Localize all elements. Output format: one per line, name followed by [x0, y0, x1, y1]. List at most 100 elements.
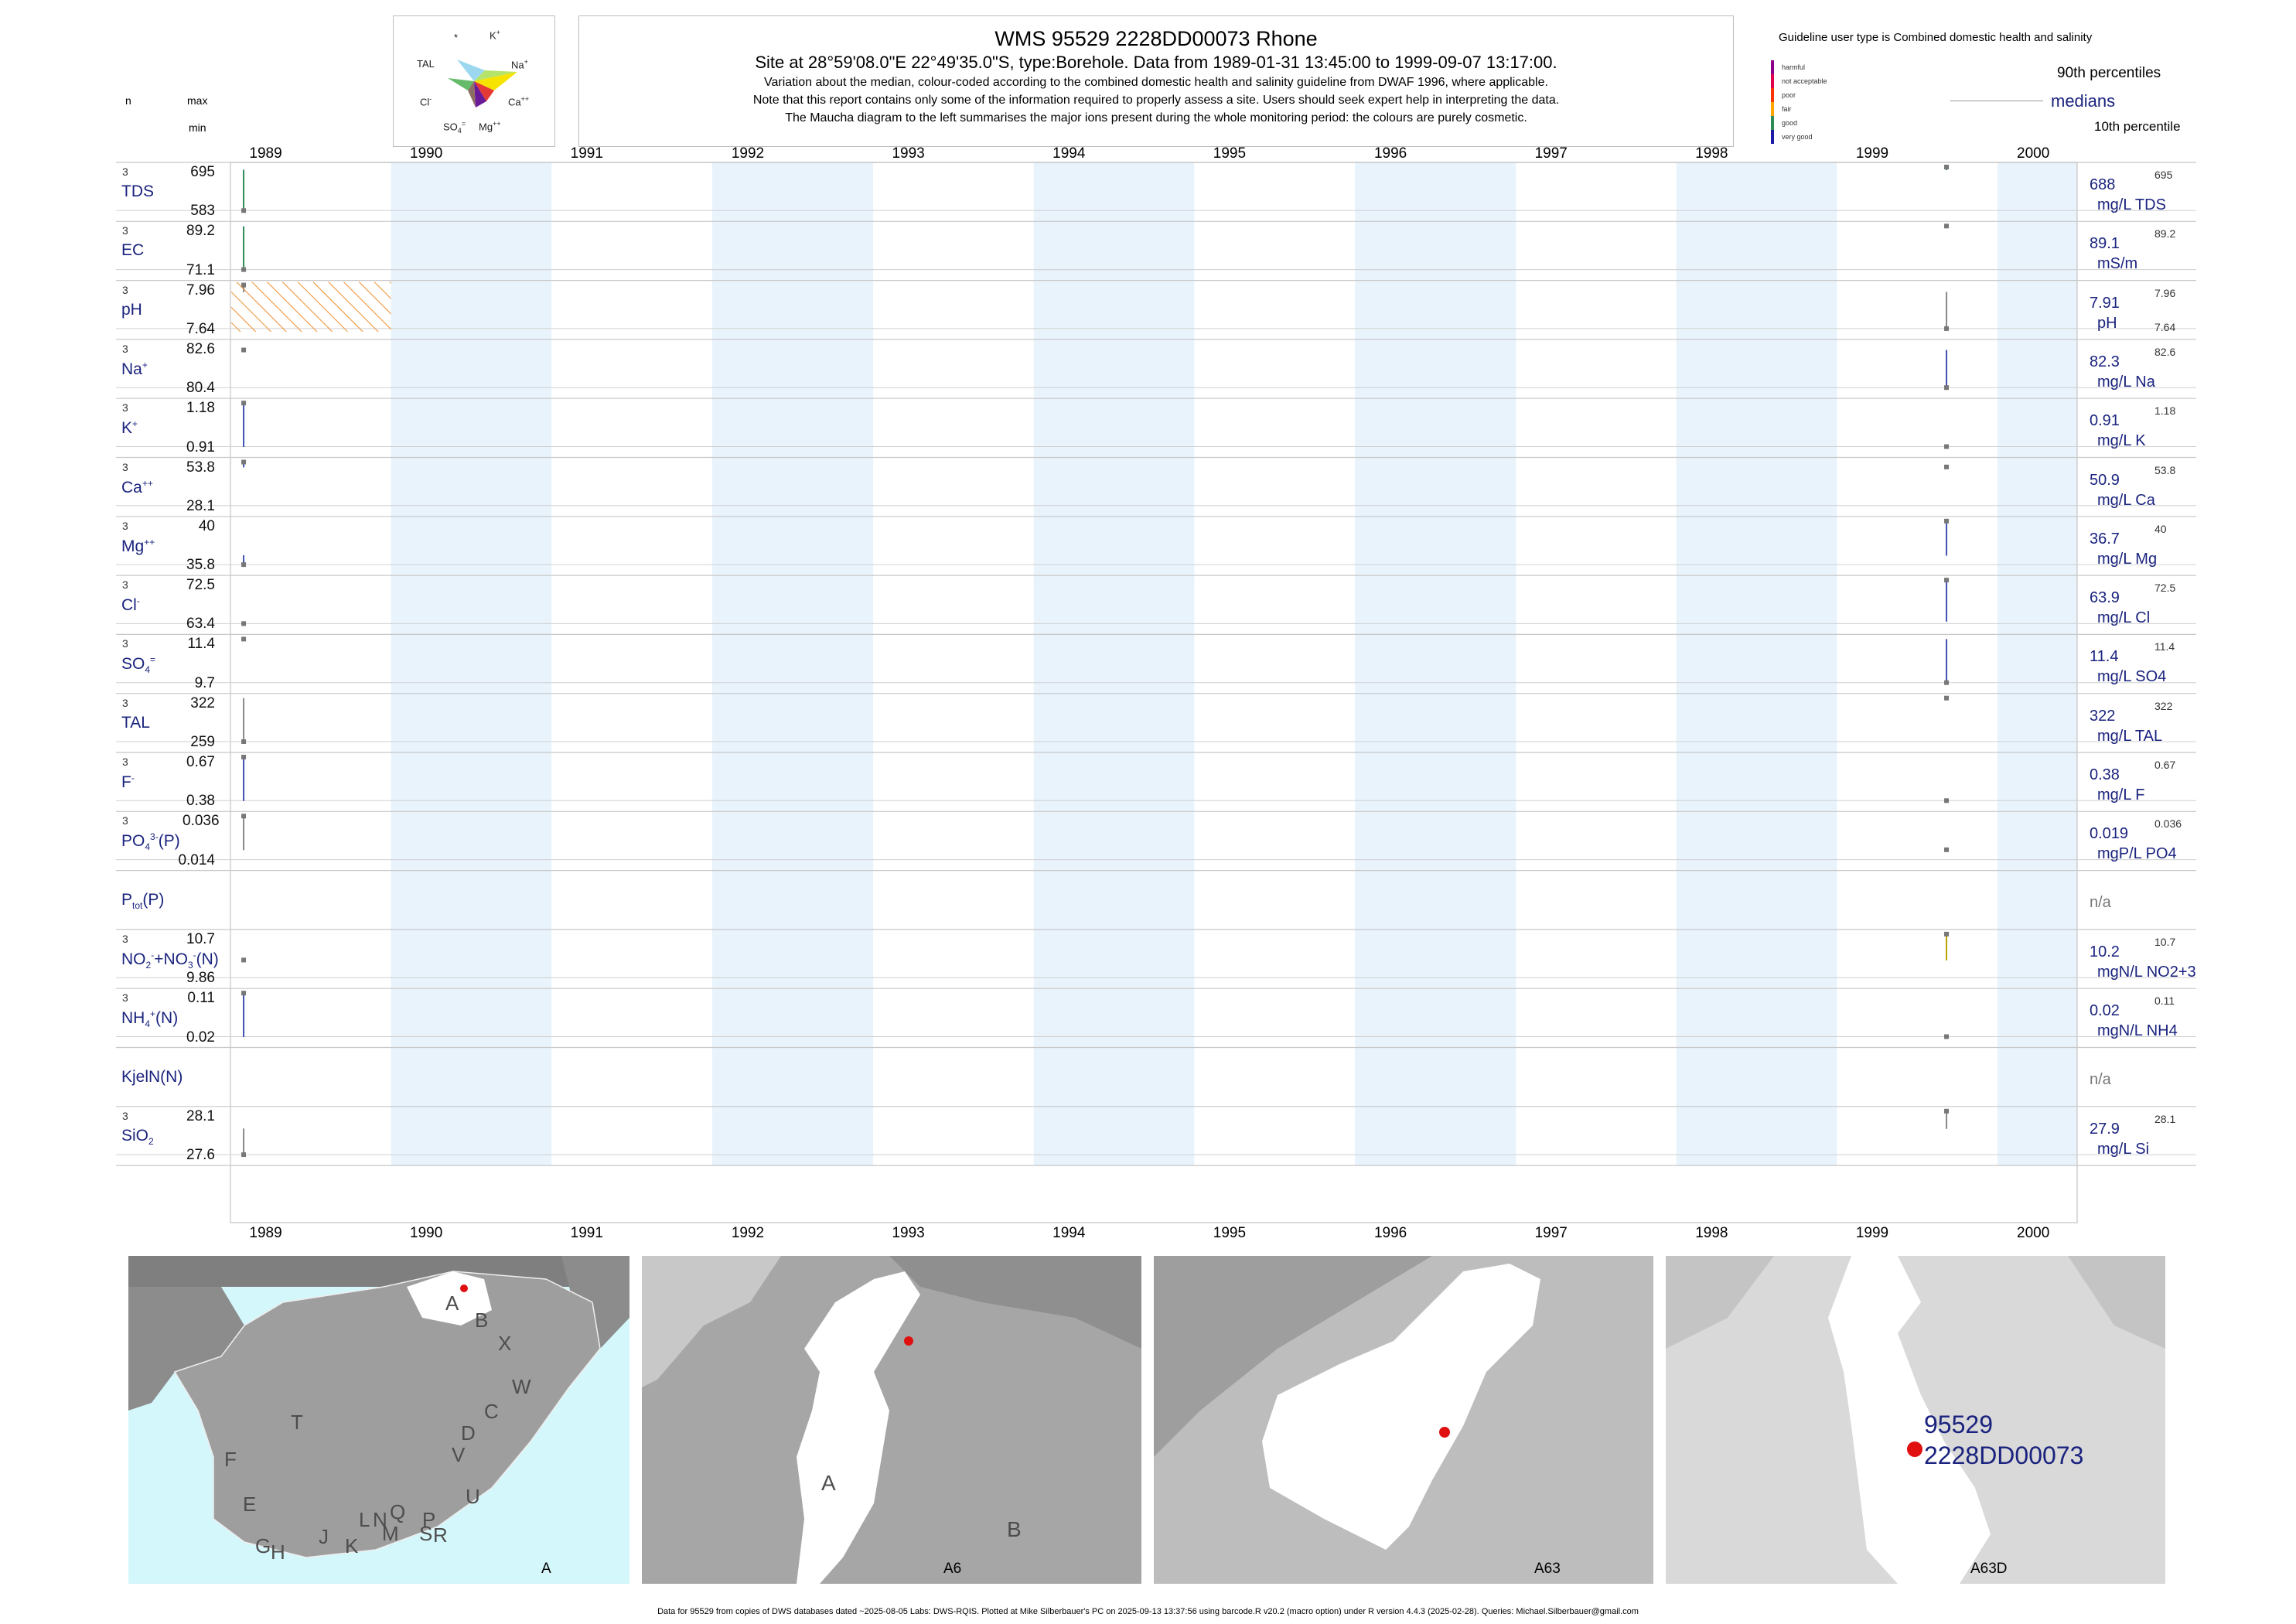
- unit-sio2: mg/L Si: [2097, 1140, 2150, 1158]
- variable-sup-cl: -: [136, 595, 140, 607]
- variable-sub-no23: 2: [145, 960, 152, 971]
- max-tds: 695: [190, 164, 215, 180]
- legend-swatch-not-acceptable: [1771, 74, 1774, 88]
- unit-k: mg/L K: [2097, 432, 2146, 450]
- count-ec: 3: [122, 224, 128, 237]
- right-max-nh4: 0.11: [2154, 995, 2175, 1008]
- right-max-no23: 10.7: [2154, 935, 2176, 948]
- unit-cl: mg/L Cl: [2097, 609, 2151, 627]
- variable-extra-sub-no23: 3: [187, 960, 193, 971]
- max-po4: 0.036: [183, 813, 220, 830]
- maucha-label-so4: SO4=: [443, 120, 466, 135]
- year-label-bottom-1994: 1994: [1052, 1225, 1086, 1241]
- median-ptot: n/a: [2090, 893, 2111, 911]
- map-region-h: H: [271, 1540, 285, 1564]
- variable-name-text-tds: TDS: [121, 183, 154, 200]
- unit-no23: mgN/L NO2+3: [2097, 963, 2196, 981]
- unit-f: mg/L F: [2097, 786, 2145, 803]
- point-tds-0: [241, 208, 247, 213]
- max-ec: 89.2: [186, 223, 215, 240]
- map-region-m: M: [382, 1522, 399, 1545]
- variable-name-k: K+: [121, 418, 138, 438]
- point-ec-1: [1944, 223, 1950, 229]
- legend-swatch-very-good: [1771, 130, 1774, 144]
- variable-sup-so4: =: [150, 654, 156, 666]
- min-ph: 7.64: [186, 320, 215, 337]
- max-nh4: 0.11: [187, 990, 215, 1007]
- year-label-top-1998: 1998: [1695, 145, 1728, 162]
- count-so4: 3: [122, 637, 128, 650]
- legend-p10: 10th percentile: [2094, 119, 2181, 134]
- variable-sup-f: -: [131, 773, 135, 783]
- point-cl-1: [1944, 578, 1950, 583]
- point-mg-1: [1944, 518, 1950, 524]
- median-na: 82.3: [2090, 353, 2120, 370]
- variable-name-ptot: Ptot(P): [121, 891, 164, 911]
- median-ec: 89.1: [2090, 235, 2120, 253]
- median-mg: 36.7: [2090, 530, 2120, 548]
- maucha-segment-tal: [457, 60, 485, 81]
- min-tds: 583: [190, 203, 215, 220]
- variable-name-tds: TDS: [121, 183, 154, 201]
- map-region-d: D: [461, 1421, 476, 1445]
- year-label-top-1997: 1997: [1534, 145, 1568, 162]
- point-f-1: [1944, 798, 1950, 803]
- map-region-c: C: [484, 1400, 499, 1423]
- right-max-k: 1.18: [2154, 404, 2176, 418]
- variable-name-text-f: F: [121, 773, 131, 791]
- point-k-1: [1944, 444, 1950, 449]
- year-label-bottom-1995: 1995: [1213, 1225, 1247, 1241]
- variable-sub-ptot: tot: [132, 899, 143, 911]
- variable-name-sio2: SiO2: [121, 1127, 154, 1147]
- unit-tal: mg/L TAL: [2097, 727, 2163, 745]
- map-region-p: P: [422, 1508, 436, 1531]
- variable-sub-so4: 4: [145, 664, 151, 676]
- count-f: 3: [122, 756, 128, 768]
- year-label-bottom-1991: 1991: [570, 1225, 603, 1241]
- variable-name-mg: Mg++: [121, 537, 155, 556]
- map-region-b: B: [475, 1308, 489, 1332]
- unit-so4: mg/L SO4: [2097, 668, 2167, 686]
- median-sio2: 27.9: [2090, 1120, 2120, 1138]
- variable-sup-k: +: [132, 418, 138, 430]
- maucha-segment-na: [474, 72, 517, 90]
- year-label-bottom-1996: 1996: [1373, 1225, 1407, 1241]
- variable-extra-no23: +NO: [154, 950, 188, 968]
- min-k: 0.91: [186, 438, 215, 455]
- point-ec-0: [241, 267, 247, 272]
- count-tds: 3: [122, 165, 128, 178]
- variable-name-na: Na+: [121, 360, 148, 379]
- variable-suffix-nh4: (N): [155, 1009, 179, 1028]
- unit-nh4: mgN/L NH4: [2097, 1022, 2178, 1040]
- variable-name-text-po4: PO: [121, 832, 145, 851]
- map-region-a: A: [445, 1291, 459, 1315]
- point-nh4-1: [1944, 1034, 1950, 1039]
- year-label-bottom-1999: 1999: [1855, 1225, 1889, 1241]
- variable-suffix-po4: (P): [158, 832, 180, 851]
- unit-na: mg/L Na: [2097, 373, 2155, 391]
- min-ca: 28.1: [186, 497, 215, 514]
- min-f: 0.38: [186, 793, 215, 810]
- point-mg-0: [241, 562, 247, 568]
- map-region-s: S: [419, 1522, 433, 1545]
- legend-swatch-fair: [1771, 102, 1774, 116]
- median-ph: 7.91: [2090, 294, 2120, 312]
- variable-name-tal: TAL: [121, 714, 150, 732]
- legend-label-fair: fair: [1782, 105, 1792, 113]
- count-tal: 3: [122, 696, 128, 709]
- point-k-0: [241, 401, 247, 406]
- report-footer: Data for 95529 from copies of DWS databa…: [657, 1607, 1639, 1616]
- variable-sub-po4: 4: [145, 841, 151, 853]
- point-tal-1: [1944, 695, 1950, 701]
- variable-name-ec: EC: [121, 241, 144, 260]
- max-mg: 40: [198, 517, 215, 534]
- maucha-label-mg: Mg++: [479, 120, 501, 133]
- year-label-bottom-1993: 1993: [892, 1225, 925, 1241]
- point-cl-0: [241, 621, 247, 626]
- barcode-chart: 1989 1990 1991 1992 1993 1994 1995 1996 1997 1998…: [116, 145, 2196, 1241]
- variable-name-text-cl: Cl: [121, 596, 137, 615]
- maucha-label-tal: TAL: [417, 58, 435, 70]
- maucha-segment-mg: [474, 81, 486, 107]
- year-label-bottom-1989: 1989: [249, 1225, 282, 1241]
- map-region-f: F: [224, 1448, 237, 1471]
